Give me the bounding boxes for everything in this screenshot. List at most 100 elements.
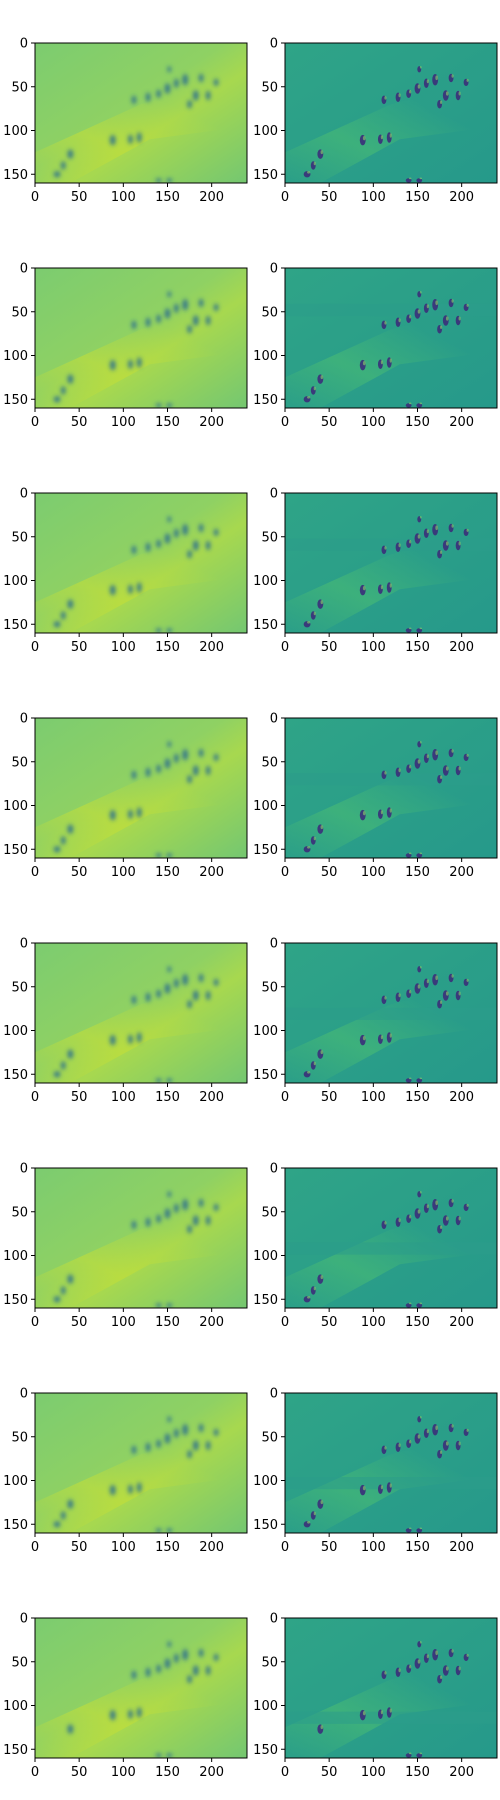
axes-frame xyxy=(34,1617,248,1759)
y-tick-label: 150 xyxy=(3,168,28,183)
y-tick-label: 50 xyxy=(261,1430,278,1445)
x-tick-label: 100 xyxy=(361,1540,386,1555)
y-tick-label: 100 xyxy=(3,1024,28,1039)
y-tick-label: 50 xyxy=(261,755,278,770)
y-tick-label: 50 xyxy=(11,1205,28,1220)
panel-right-row-4: 0 50 100 150 200 0 50 100 150 xyxy=(253,712,498,880)
x-tick-label: 150 xyxy=(405,865,430,880)
x-tick-label: 200 xyxy=(449,190,474,205)
scene-figures xyxy=(53,966,219,1083)
x-tick-label: 150 xyxy=(405,190,430,205)
x-tick-label: 0 xyxy=(31,1090,39,1105)
axes-frame xyxy=(284,42,498,184)
axes-frame xyxy=(34,42,248,184)
panel-image xyxy=(285,718,497,858)
scene-figures xyxy=(317,1640,469,1758)
x-tick-label: 50 xyxy=(71,415,88,430)
x-tick-label: 0 xyxy=(31,1315,39,1330)
y-tick-label: 0 xyxy=(20,487,28,502)
y-tick-label: 150 xyxy=(3,1068,28,1083)
scene-figures xyxy=(53,1416,219,1533)
panel-image xyxy=(35,718,247,858)
axes-frame xyxy=(34,1392,248,1534)
y-tick-label: 0 xyxy=(20,937,28,952)
x-tick-label: 100 xyxy=(361,640,386,655)
scene-figures xyxy=(303,65,469,183)
y-tick-label: 100 xyxy=(3,574,28,589)
x-tick-label: 50 xyxy=(321,1765,338,1780)
x-tick-label: 0 xyxy=(31,1765,39,1780)
x-tick-label: 150 xyxy=(155,1540,180,1555)
x-tick-label: 100 xyxy=(361,1765,386,1780)
scene-figures xyxy=(303,740,469,858)
x-tick-label: 0 xyxy=(281,865,289,880)
y-tick-label: 150 xyxy=(253,168,278,183)
y-tick-label: 0 xyxy=(20,712,28,727)
panel-image xyxy=(35,268,247,408)
x-tick-label: 100 xyxy=(111,1315,136,1330)
panel-right-row-2: 0 50 100 150 200 0 50 100 150 xyxy=(253,262,498,430)
x-tick-label: 150 xyxy=(155,415,180,430)
y-tick-label: 150 xyxy=(3,1743,28,1758)
axes-frame xyxy=(284,942,498,1084)
panel-image xyxy=(285,1393,497,1533)
x-tick-label: 0 xyxy=(31,865,39,880)
y-tick-label: 50 xyxy=(261,980,278,995)
panel-image xyxy=(285,1618,497,1758)
y-tick-label: 150 xyxy=(3,393,28,408)
y-tick-label: 50 xyxy=(11,1655,28,1670)
x-tick-label: 200 xyxy=(199,1090,224,1105)
y-tick-label: 50 xyxy=(11,530,28,545)
x-tick-label: 50 xyxy=(71,640,88,655)
x-tick-label: 150 xyxy=(405,640,430,655)
y-tick-label: 150 xyxy=(253,1518,278,1533)
y-tick-label: 100 xyxy=(253,1474,278,1489)
y-tick-label: 150 xyxy=(3,618,28,633)
x-tick-label: 200 xyxy=(199,865,224,880)
y-tick-label: 100 xyxy=(3,1249,28,1264)
y-tick-label: 50 xyxy=(11,980,28,995)
axes-frame xyxy=(34,942,248,1084)
panel-right-row-3: 0 50 100 150 200 0 50 100 150 xyxy=(253,487,498,655)
x-tick-label: 50 xyxy=(321,1090,338,1105)
x-tick-label: 200 xyxy=(449,1315,474,1330)
x-tick-label: 100 xyxy=(361,190,386,205)
x-tick-label: 50 xyxy=(71,1315,88,1330)
y-tick-label: 0 xyxy=(270,37,278,52)
x-tick-label: 150 xyxy=(155,1765,180,1780)
x-tick-label: 150 xyxy=(405,1765,430,1780)
y-tick-label: 100 xyxy=(3,124,28,139)
panel-left-row-5: 0 50 100 150 200 0 50 100 150 xyxy=(3,937,248,1105)
y-tick-label: 50 xyxy=(261,1655,278,1670)
x-tick-label: 0 xyxy=(281,415,289,430)
panel-image xyxy=(35,43,247,183)
x-tick-label: 150 xyxy=(405,1315,430,1330)
x-tick-label: 50 xyxy=(321,1315,338,1330)
x-tick-label: 100 xyxy=(111,640,136,655)
y-tick-label: 150 xyxy=(253,393,278,408)
x-tick-label: 150 xyxy=(405,415,430,430)
x-tick-label: 50 xyxy=(321,865,338,880)
x-tick-label: 100 xyxy=(361,1090,386,1105)
x-tick-label: 50 xyxy=(321,415,338,430)
y-tick-label: 150 xyxy=(253,843,278,858)
x-tick-label: 200 xyxy=(449,640,474,655)
panel-image xyxy=(35,1393,247,1533)
y-tick-label: 150 xyxy=(3,1518,28,1533)
x-tick-label: 0 xyxy=(281,640,289,655)
y-tick-label: 50 xyxy=(261,530,278,545)
x-tick-label: 0 xyxy=(31,640,39,655)
panel-right-row-8: 0 50 100 150 200 0 50 100 150 xyxy=(253,1612,498,1780)
y-tick-label: 150 xyxy=(253,1068,278,1083)
axes-frame xyxy=(284,1617,498,1759)
y-tick-label: 100 xyxy=(253,124,278,139)
y-tick-label: 100 xyxy=(253,799,278,814)
x-tick-label: 200 xyxy=(199,190,224,205)
scene-figures xyxy=(53,66,219,183)
x-tick-label: 150 xyxy=(155,865,180,880)
axes-frame xyxy=(284,717,498,859)
x-tick-label: 100 xyxy=(111,1090,136,1105)
y-tick-label: 50 xyxy=(11,1430,28,1445)
x-tick-label: 0 xyxy=(281,1765,289,1780)
